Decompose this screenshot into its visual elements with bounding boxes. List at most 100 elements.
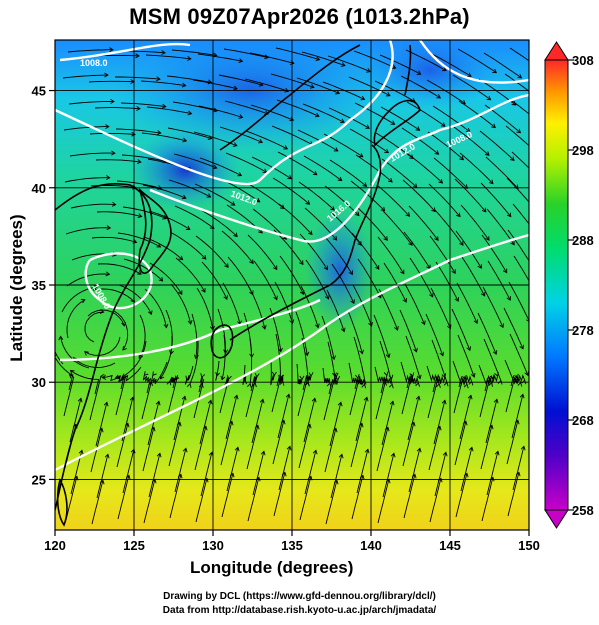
y-axis-title: Latitude (degrees) [7,214,26,362]
streamline-arrow [156,130,162,136]
streamline-arrow [260,450,266,456]
streamline [304,450,317,495]
coastline-japan-honshu [229,144,382,341]
streamline [433,400,446,445]
streamline [381,158,418,188]
streamline [405,335,421,379]
streamline-arrow [515,471,521,477]
streamline-arrow [499,323,504,329]
streamline-arrow [364,448,370,454]
streamline [356,206,388,241]
streamline [330,454,343,499]
streamline [455,473,468,518]
streamline-arrow [388,383,394,389]
streamline [198,105,243,118]
streamline [169,474,182,519]
streamline [506,177,529,203]
streamline-arrow [361,383,367,389]
credit-drawing: Drawing by DCL (https://www.gfd-dennou.o… [163,591,436,602]
streamline-arrow [124,422,130,428]
streamline-arrow [174,375,180,381]
streamline-arrow [390,120,396,125]
streamline [65,227,111,235]
streamline [250,104,294,121]
streamline-arrow [338,453,344,459]
streamline [455,230,482,269]
isobar [149,93,529,243]
streamline-arrow [416,70,422,75]
streamline [305,259,330,300]
streamline-arrow [481,207,487,213]
streamline [160,335,173,380]
x-axis-title: Longitude (degrees) [190,558,354,577]
streamline-arrow [143,371,149,376]
streamline [297,129,339,152]
streamline-arrow [58,335,64,341]
streamline-arrow [391,64,397,69]
streamline [149,262,183,295]
streamline [382,453,395,498]
streamline [487,260,511,301]
streamline-arrow [416,447,422,453]
streamline-arrow [103,401,109,407]
streamline-arrow [415,126,421,131]
streamline [121,397,134,442]
streamline [379,54,421,75]
streamline [66,273,110,287]
streamline-arrow [285,393,291,399]
streamline [303,398,316,443]
streamline [195,478,208,523]
streamline [68,101,114,105]
streamline [299,476,312,521]
streamline [278,446,291,491]
streamline-arrow [470,372,476,378]
streamline [300,285,319,328]
streamline-arrow [233,394,239,400]
streamline [168,422,181,467]
streamline [330,211,362,246]
streamline-arrow [110,99,115,104]
streamline-arrow [509,156,515,162]
streamline [485,399,498,444]
streamline-arrow [122,346,127,351]
streamline [321,315,335,360]
streamline [323,376,336,421]
streamline-arrow [181,395,187,401]
streamline [272,420,285,465]
streamline-arrow [358,153,364,158]
streamline-arrow [510,240,515,246]
streamline [115,375,127,416]
streamline-arrow [198,383,204,388]
streamline-arrow [438,178,444,184]
streamline [373,314,390,358]
streamline [355,154,393,183]
streamline [271,377,283,413]
streamline [405,49,447,71]
streamline [194,426,207,471]
streamline-arrow [402,298,407,303]
streamline [224,100,269,115]
streamline-arrow [468,380,474,386]
streamline [381,401,394,446]
streamline-arrow [340,118,345,124]
streamline [426,79,466,105]
streamline [434,452,447,497]
streamline [251,399,264,444]
cold-region [130,130,240,210]
streamline [376,427,389,472]
streamline-arrow [315,56,321,62]
colorbar-top-arrow [544,41,569,61]
colorbar-ticks: 258 268 278 288 298 308 [568,53,594,518]
streamline [301,51,346,67]
streamline-arrow [492,350,498,356]
y-tick-label: 30 [32,375,46,390]
streamline [326,289,345,332]
streamline-arrow [385,353,391,359]
streamline [355,397,368,442]
streamline-arrow [331,355,336,361]
streamline [380,378,393,394]
streamline [248,286,266,330]
streamline [505,376,519,413]
streamline-arrow [101,375,107,380]
